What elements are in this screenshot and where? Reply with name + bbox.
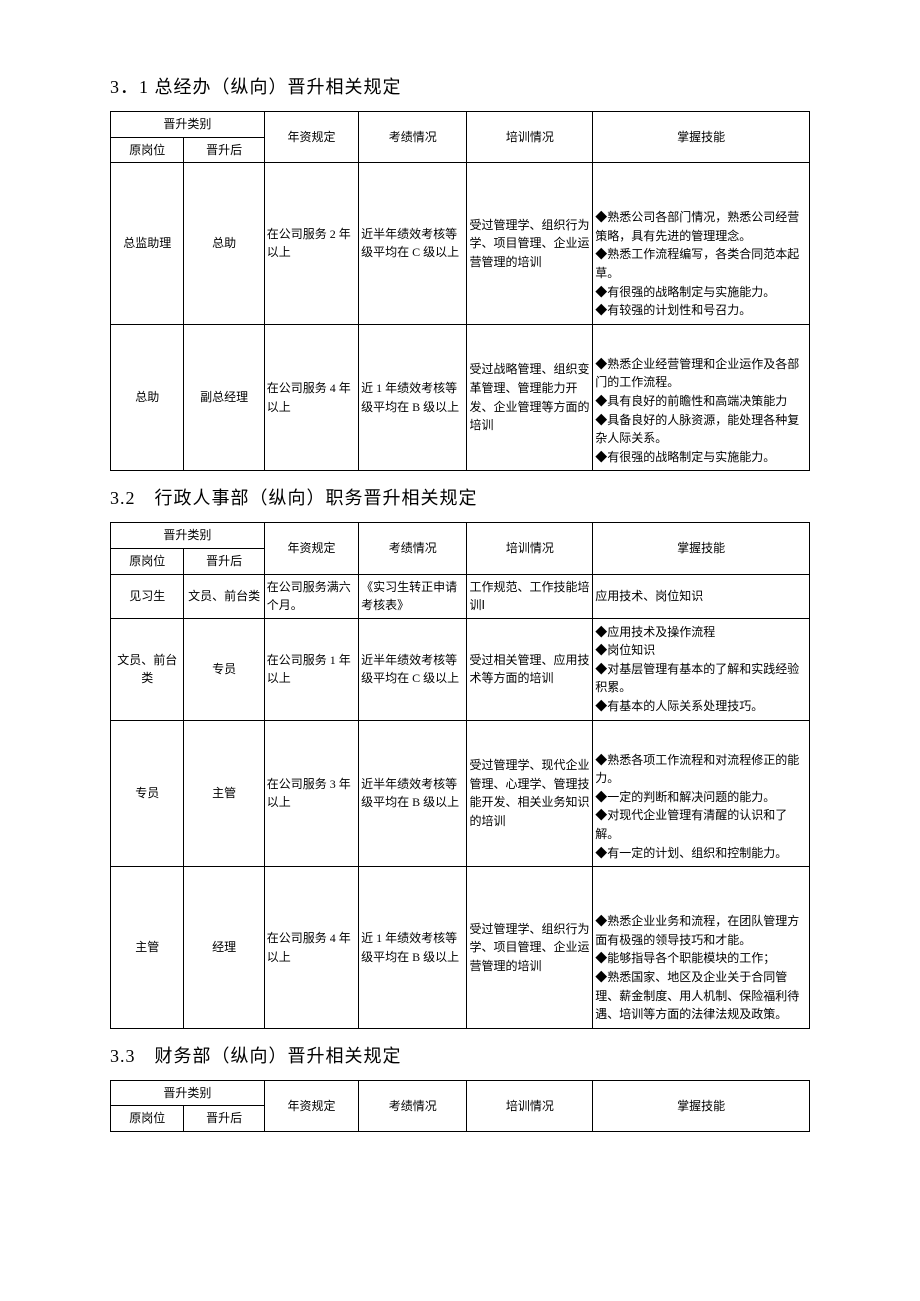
cell-after: 专员 — [184, 618, 264, 720]
table-row: 专员主管在公司服务 3 年以上近半年绩效考核等级平均在 B 级以上受过管理学、现… — [111, 720, 810, 867]
promotion-table: 晋升类别年资规定考绩情况培训情况掌握技能 原岗位晋升后总监助理总助在公司服务 2 … — [110, 111, 810, 471]
th-perf: 考绩情况 — [359, 1080, 467, 1131]
cell-perf: 近半年绩效考核等级平均在 C 级以上 — [359, 618, 467, 720]
table-row: 总监助理总助在公司服务 2 年以上近半年绩效考核等级平均在 C 级以上受过管理学… — [111, 163, 810, 325]
cell-after: 经理 — [184, 867, 264, 1029]
cell-skills: 应用技术、岗位知识 — [593, 574, 810, 618]
cell-skills: ◆熟悉各项工作流程和对流程修正的能力。◆一定的判断和解决问题的能力。◆对现代企业… — [593, 720, 810, 867]
table-row: 主管经理在公司服务 4 年以上近 1 年绩效考核等级平均在 B 级以上受过管理学… — [111, 867, 810, 1029]
th-orig: 原岗位 — [111, 548, 184, 574]
th-training: 培训情况 — [467, 523, 593, 574]
cell-skills: ◆应用技术及操作流程◆岗位知识◆对基层管理有基本的了解和实践经验积累。◆有基本的… — [593, 618, 810, 720]
cell-tenure: 在公司服务 1 年以上 — [264, 618, 358, 720]
cell-orig: 总助 — [111, 324, 184, 471]
cell-after: 主管 — [184, 720, 264, 867]
cell-training: 受过管理学、现代企业管理、心理学、管理技能开发、相关业务知识的培训 — [467, 720, 593, 867]
cell-perf: 近半年绩效考核等级平均在 B 级以上 — [359, 720, 467, 867]
table-row: 文员、前台类专员在公司服务 1 年以上近半年绩效考核等级平均在 C 级以上受过相… — [111, 618, 810, 720]
th-after: 晋升后 — [184, 548, 264, 574]
cell-skills: ◆熟悉企业业务和流程，在团队管理方面有极强的领导技巧和才能。◆能够指导各个职能模… — [593, 867, 810, 1029]
cell-after: 文员、前台类 — [184, 574, 264, 618]
section-heading: 3．1 总经办（纵向）晋升相关规定 — [110, 74, 810, 101]
cell-training: 工作规范、工作技能培训Ⅰ — [467, 574, 593, 618]
section-heading: 3.2 行政人事部（纵向）职务晋升相关规定 — [110, 485, 810, 512]
cell-after: 副总经理 — [184, 324, 264, 471]
th-tenure: 年资规定 — [264, 112, 358, 163]
th-category-group: 晋升类别 — [111, 1080, 265, 1106]
th-skills: 掌握技能 — [593, 112, 810, 163]
cell-orig: 主管 — [111, 867, 184, 1029]
cell-perf: 近 1 年绩效考核等级平均在 B 级以上 — [359, 324, 467, 471]
cell-tenure: 在公司服务满六个月。 — [264, 574, 358, 618]
cell-tenure: 在公司服务 2 年以上 — [264, 163, 358, 325]
cell-orig: 见习生 — [111, 574, 184, 618]
th-training: 培训情况 — [467, 1080, 593, 1131]
th-category-group: 晋升类别 — [111, 523, 265, 549]
promotion-table: 晋升类别年资规定考绩情况培训情况掌握技能原岗位晋升后 — [110, 1080, 810, 1132]
section-heading: 3.3 财务部（纵向）晋升相关规定 — [110, 1043, 810, 1070]
cell-training: 受过战略管理、组织变革管理、管理能力开发、企业管理等方面的培训 — [467, 324, 593, 471]
cell-training: 受过管理学、组织行为学、项目管理、企业运营管理的培训 — [467, 163, 593, 325]
cell-skills: ◆熟悉企业经营管理和企业运作及各部门的工作流程。◆具有良好的前瞻性和高端决策能力… — [593, 324, 810, 471]
th-tenure: 年资规定 — [264, 1080, 358, 1131]
table-row: 见习生文员、前台类在公司服务满六个月。《实习生转正申请考核表》工作规范、工作技能… — [111, 574, 810, 618]
th-skills: 掌握技能 — [593, 1080, 810, 1131]
cell-perf: 近半年绩效考核等级平均在 C 级以上 — [359, 163, 467, 325]
th-skills: 掌握技能 — [593, 523, 810, 574]
th-training: 培训情况 — [467, 112, 593, 163]
th-orig: 原岗位 — [111, 1106, 184, 1132]
cell-tenure: 在公司服务 4 年以上 — [264, 324, 358, 471]
promotion-table: 晋升类别年资规定考绩情况培训情况掌握技能原岗位晋升后见习生文员、前台类在公司服务… — [110, 522, 810, 1028]
cell-orig: 文员、前台类 — [111, 618, 184, 720]
cell-skills: ◆熟悉公司各部门情况，熟悉公司经营策略，具有先进的管理理念。◆熟悉工作流程编写，… — [593, 163, 810, 325]
document-root: 3．1 总经办（纵向）晋升相关规定晋升类别年资规定考绩情况培训情况掌握技能原岗位… — [110, 74, 810, 1132]
cell-tenure: 在公司服务 3 年以上 — [264, 720, 358, 867]
th-after: 晋升后 — [184, 1106, 264, 1132]
th-after: 晋升后 — [184, 137, 264, 163]
th-perf: 考绩情况 — [359, 112, 467, 163]
cell-training: 受过相关管理、应用技术等方面的培训 — [467, 618, 593, 720]
th-orig: 原岗位 — [111, 137, 184, 163]
cell-orig: 总监助理 — [111, 163, 184, 325]
cell-after: 总助 — [184, 163, 264, 325]
th-category-group: 晋升类别 — [111, 112, 265, 138]
cell-orig: 专员 — [111, 720, 184, 867]
cell-perf: 近 1 年绩效考核等级平均在 B 级以上 — [359, 867, 467, 1029]
cell-perf: 《实习生转正申请考核表》 — [359, 574, 467, 618]
th-tenure: 年资规定 — [264, 523, 358, 574]
table-row: 总助副总经理在公司服务 4 年以上近 1 年绩效考核等级平均在 B 级以上受过战… — [111, 324, 810, 471]
cell-training: 受过管理学、组织行为学、项目管理、企业运营管理的培训 — [467, 867, 593, 1029]
th-perf: 考绩情况 — [359, 523, 467, 574]
cell-tenure: 在公司服务 4 年以上 — [264, 867, 358, 1029]
